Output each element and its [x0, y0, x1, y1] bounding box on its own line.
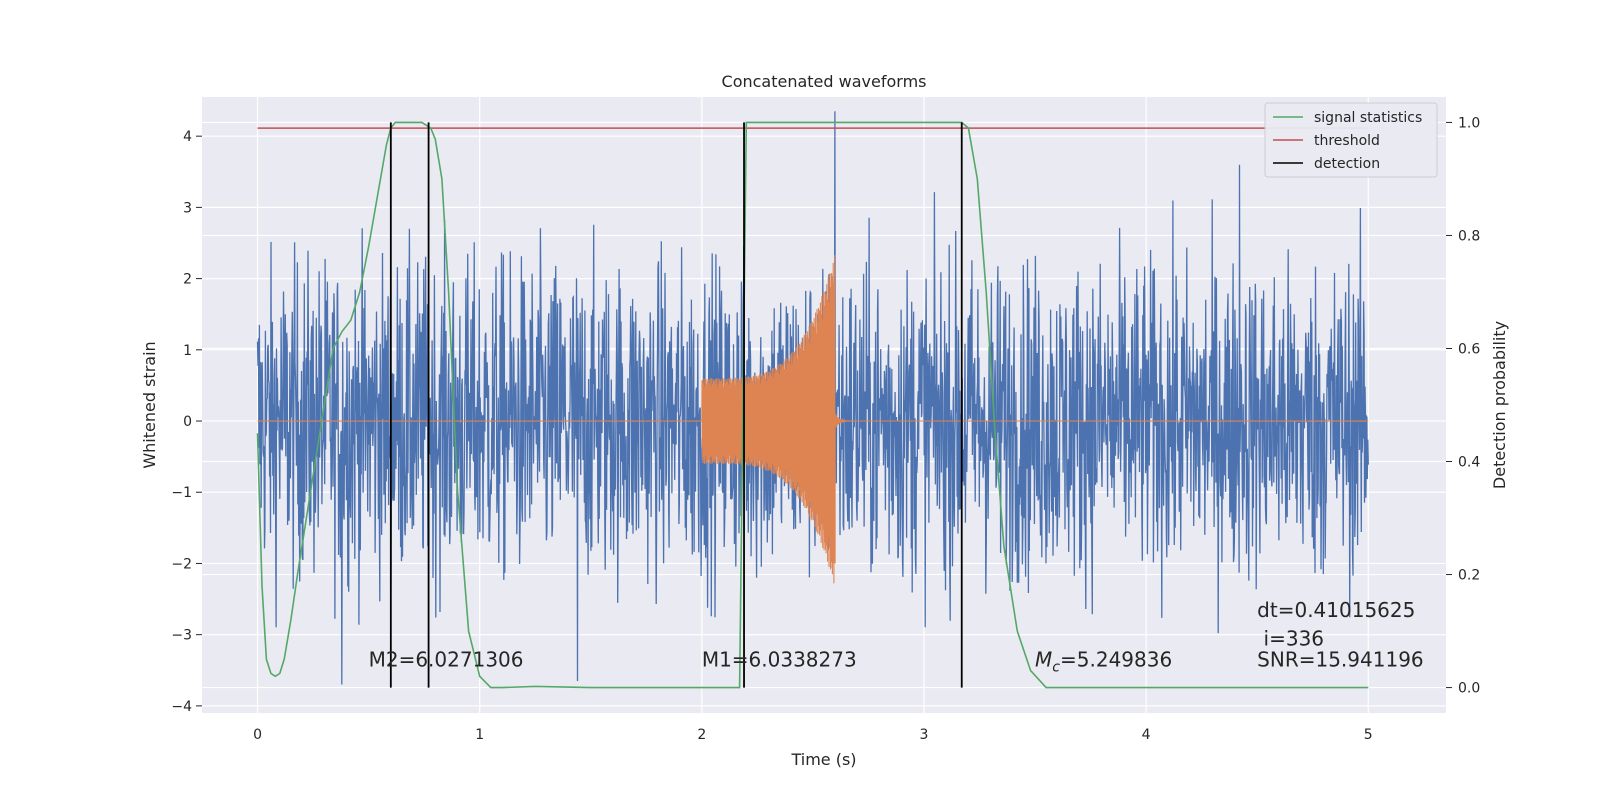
annotation-snr: SNR=15.941196: [1257, 648, 1423, 672]
x-tick-label: 4: [1142, 727, 1151, 743]
y2-tick-label: 0.6: [1458, 341, 1480, 357]
legend: signal statistics threshold detection: [1264, 102, 1438, 178]
x-tick-label: 3: [920, 727, 929, 743]
y-tick-label: −4: [171, 699, 192, 715]
signal-statistics-line: [256, 121, 1369, 689]
x-axis-title: Time (s): [790, 750, 856, 769]
detection-lines: [389, 122, 963, 688]
y2-tick-label: 0.4: [1458, 455, 1480, 471]
y2-tick-label: 1.0: [1458, 115, 1480, 131]
y2-tick-label: 0.0: [1458, 681, 1480, 697]
annotations: M2=6.0271306 M1=6.0338273 Mc=5.249836 dt…: [369, 598, 1424, 676]
y2-tick-label: 0.8: [1458, 228, 1480, 244]
y-tick-label: 4: [183, 129, 192, 145]
annotation-m2: M2=6.0271306: [369, 648, 524, 672]
chart-title: Concatenated waveforms: [722, 72, 927, 91]
x-tick-label: 1: [475, 727, 484, 743]
annotation-m1: M1=6.0338273: [702, 648, 857, 672]
y-tick-label: −3: [171, 628, 192, 644]
annotation-mc-symbol: M: [1035, 648, 1052, 672]
annotation-dt: dt=0.41015625: [1257, 598, 1415, 622]
annotation-i: i=336: [1257, 626, 1324, 650]
y-tick-label: −2: [171, 556, 192, 572]
x-axis-ticks: 0 1 2 3 4 5: [253, 727, 1373, 743]
y-tick-label: −1: [171, 485, 192, 501]
y-tick-label: 2: [183, 272, 192, 288]
x-tick-label: 0: [253, 727, 262, 743]
y-tick-label: 3: [183, 200, 192, 216]
x-tick-label: 2: [697, 727, 706, 743]
annotation-mc-value: =5.249836: [1060, 648, 1172, 672]
legend-label-threshold: threshold: [1314, 133, 1380, 149]
legend-box: [1264, 102, 1438, 178]
annotation-mc-subscript: c: [1052, 660, 1060, 676]
annotation-mc: Mc=5.249836: [1035, 648, 1172, 676]
y-tick-label: 0: [183, 414, 192, 430]
legend-label-signal-statistics: signal statistics: [1314, 110, 1422, 126]
y2-axis-ticks: 0.0 0.2 0.4 0.6 0.8 1.0: [1446, 115, 1480, 697]
y-axis-ticks: −4 −3 −2 −1 0 1 2 3 4: [171, 129, 202, 715]
waveform-series: [257, 255, 1369, 584]
plot-content: [256, 111, 1369, 689]
y2-tick-label: 0.2: [1458, 568, 1480, 584]
x-tick-label: 5: [1364, 727, 1373, 743]
legend-label-detection: detection: [1314, 156, 1380, 172]
y-axis-title: Whitened strain: [140, 341, 159, 468]
y-tick-label: 1: [183, 343, 192, 359]
y2-axis-title: Detection probability: [1490, 321, 1509, 489]
